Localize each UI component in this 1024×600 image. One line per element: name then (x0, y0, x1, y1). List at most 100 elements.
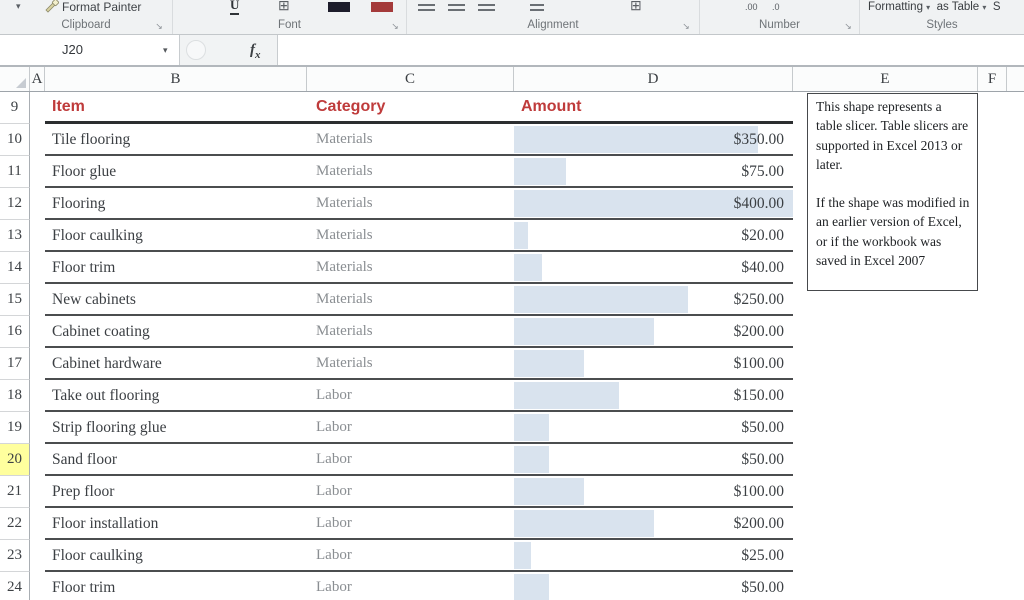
row-header-15[interactable]: 15 (0, 284, 30, 316)
amount-cell[interactable]: $50.00 (514, 572, 793, 600)
row-header-18[interactable]: 18 (0, 380, 30, 412)
formula-bar-collapse-button[interactable] (186, 40, 206, 60)
item-cell[interactable]: Floor caulking (52, 227, 143, 244)
category-cell[interactable]: Materials (316, 195, 373, 211)
amount-cell[interactable]: $100.00 (514, 476, 793, 508)
borders-icon[interactable]: ⊞ (278, 0, 290, 13)
item-cell[interactable]: New cabinets (52, 291, 136, 308)
row-header-12[interactable]: 12 (0, 188, 30, 220)
category-cell[interactable]: Labor (316, 547, 352, 563)
table-header-category[interactable]: Category (316, 98, 386, 115)
amount-cell[interactable]: $400.00 (514, 188, 793, 220)
row-header-13[interactable]: 13 (0, 220, 30, 252)
category-cell[interactable]: Labor (316, 387, 352, 403)
align-center-icon[interactable] (448, 4, 465, 12)
category-cell[interactable]: Labor (316, 515, 352, 531)
row-header-17[interactable]: 17 (0, 348, 30, 380)
item-cell[interactable]: Floor installation (52, 515, 159, 532)
category-cell[interactable]: Materials (316, 323, 373, 339)
indent-icon[interactable] (530, 4, 544, 12)
category-cell[interactable]: Labor (316, 419, 352, 435)
name-box-chevron-down-icon[interactable]: ▾ (163, 45, 168, 55)
amount-cell[interactable]: $350.00 (514, 124, 793, 156)
column-header-E[interactable]: E (793, 67, 978, 91)
amount-cell[interactable]: $250.00 (514, 284, 793, 316)
formula-input[interactable] (277, 35, 1024, 65)
format-as-table-button[interactable]: as Table (936, 1, 980, 13)
select-all-button[interactable] (0, 67, 30, 91)
column-header-F[interactable]: F (978, 67, 1007, 91)
column-header-D[interactable]: D (514, 67, 793, 91)
row-header-11[interactable]: 11 (0, 156, 30, 188)
item-cell[interactable]: Tile flooring (52, 131, 131, 148)
amount-cell[interactable]: $50.00 (514, 412, 793, 444)
format-painter-button[interactable]: Format Painter (62, 0, 142, 14)
item-cell[interactable]: Flooring (52, 195, 106, 212)
align-left-icon[interactable] (418, 4, 435, 12)
item-cell[interactable]: Cabinet hardware (52, 355, 162, 372)
category-cell[interactable]: Labor (316, 579, 352, 595)
item-cell[interactable]: Floor trim (52, 579, 116, 596)
amount-cell[interactable]: $40.00 (514, 252, 793, 284)
amount-cell[interactable]: $25.00 (514, 540, 793, 572)
cell-styles-button[interactable]: S (992, 1, 1001, 13)
styles-group-label: Styles (926, 19, 958, 31)
item-cell[interactable]: Cabinet coating (52, 323, 150, 340)
category-cell[interactable]: Materials (316, 131, 373, 147)
column-header-C[interactable]: C (307, 67, 514, 91)
table-header-item[interactable]: Item (52, 98, 85, 115)
table-header-amount[interactable]: Amount (521, 98, 582, 115)
row-header-21[interactable]: 21 (0, 476, 30, 508)
conditional-formatting-button[interactable]: Formatting (868, 1, 923, 13)
amount-cell[interactable]: $50.00 (514, 444, 793, 476)
item-cell[interactable]: Prep floor (52, 483, 115, 500)
decrease-decimal-icon[interactable]: .0 (772, 2, 780, 12)
amount-cell[interactable]: $20.00 (514, 220, 793, 252)
category-cell[interactable]: Materials (316, 163, 373, 179)
row-header-9[interactable]: 9 (0, 92, 30, 124)
category-cell[interactable]: Materials (316, 227, 373, 243)
font-dialog-launcher-icon[interactable]: ↘ (391, 21, 399, 31)
row-header-23[interactable]: 23 (0, 540, 30, 572)
item-cell[interactable]: Take out flooring (52, 387, 160, 404)
font-color-swatch-icon[interactable] (328, 2, 350, 12)
category-cell[interactable]: Materials (316, 259, 373, 275)
category-cell[interactable]: Labor (316, 451, 352, 467)
row-header-24[interactable]: 24 (0, 572, 30, 600)
clipboard-dialog-launcher-icon[interactable]: ↘ (155, 21, 163, 31)
amount-cell[interactable]: $150.00 (514, 380, 793, 412)
fill-color-swatch-icon[interactable] (371, 2, 393, 12)
item-cell[interactable]: Sand floor (52, 451, 118, 468)
data-bar (514, 222, 528, 249)
paste-dropdown-chevron-down-icon[interactable]: ▾ (16, 1, 21, 11)
item-cell[interactable]: Strip flooring glue (52, 419, 167, 436)
column-header-B[interactable]: B (45, 67, 307, 91)
amount-cell[interactable]: $100.00 (514, 348, 793, 380)
row-header-22[interactable]: 22 (0, 508, 30, 540)
row-header-14[interactable]: 14 (0, 252, 30, 284)
amount-cell[interactable]: $200.00 (514, 508, 793, 540)
row-header-19[interactable]: 19 (0, 412, 30, 444)
item-cell[interactable]: Floor caulking (52, 547, 143, 564)
underline-icon[interactable]: U (230, 0, 240, 15)
number-dialog-launcher-icon[interactable]: ↘ (844, 21, 852, 31)
row-header-16[interactable]: 16 (0, 316, 30, 348)
item-cell[interactable]: Floor trim (52, 259, 116, 276)
column-header-A[interactable]: A (30, 67, 45, 91)
amount-cell[interactable]: $75.00 (514, 156, 793, 188)
row-header-10[interactable]: 10 (0, 124, 30, 156)
item-cell[interactable]: Floor glue (52, 163, 117, 180)
category-cell[interactable]: Labor (316, 483, 352, 499)
category-cell[interactable]: Materials (316, 291, 373, 307)
align-right-icon[interactable] (478, 4, 495, 12)
insert-function-button[interactable]: fx (250, 42, 261, 61)
increase-decimal-icon[interactable]: .00 (745, 2, 758, 12)
format-painter-brush-icon[interactable] (44, 0, 60, 15)
slicer-note-textbox[interactable]: This shape represents a table slicer. Ta… (807, 93, 978, 291)
alignment-dialog-launcher-icon[interactable]: ↘ (682, 21, 690, 31)
amount-cell[interactable]: $200.00 (514, 316, 793, 348)
category-cell[interactable]: Materials (316, 355, 373, 371)
row-header-20[interactable]: 20 (0, 444, 30, 476)
name-box[interactable]: J20 ▾ (0, 35, 180, 65)
merge-center-icon[interactable]: ⊞ (630, 0, 642, 13)
